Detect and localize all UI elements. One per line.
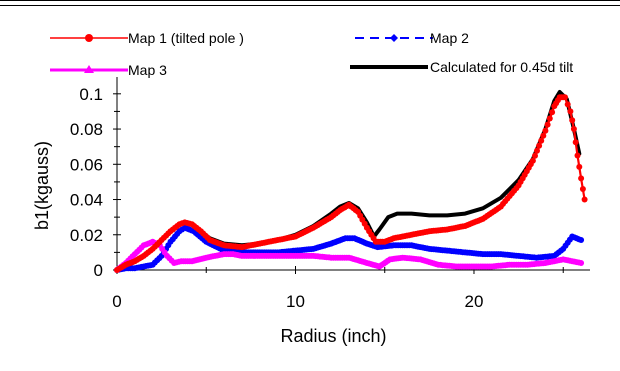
series-map-1-tilted-pole-point (532, 152, 538, 159)
series-map-1-tilted-pole-point (572, 139, 579, 146)
y-tick-label: 0.06 (70, 155, 103, 174)
y-tick-label: 0 (94, 261, 103, 280)
series-map-1-tilted-pole-point (576, 163, 583, 170)
y-tick-label: 0.02 (70, 226, 103, 245)
series-map-3-markers (114, 238, 585, 273)
legend-map-1-tilted-pole-marker (85, 34, 93, 42)
y-axis-title: b1(kgauss) (32, 141, 52, 230)
series-calculated-for-0-45d-tilt-line (115, 90, 582, 272)
series-map-3-point (578, 260, 585, 266)
legend-map-1-tilted-pole-label: Map 1 (tilted pole ) (128, 30, 244, 46)
x-tick-label: 20 (465, 292, 484, 311)
series-map-1-tilted-pole-point (578, 175, 585, 182)
series-map-1-tilted-pole-point (564, 101, 571, 108)
top-divider (0, 0, 620, 6)
series-map-1-tilted-pole-point (542, 127, 549, 134)
series-map-1-tilted-pole-point (540, 132, 547, 139)
y-tick-label: 0.1 (79, 85, 103, 104)
series-map-1-tilted-pole-point (579, 186, 586, 192)
series-map-1-tilted-pole-point (549, 109, 556, 116)
y-tick-label: 0.04 (70, 191, 103, 210)
series-map-1-tilted-pole-markers (114, 94, 588, 273)
legend-map-2-marker (390, 34, 398, 42)
series-map-1-tilted-pole-point (581, 196, 588, 203)
series-map-1-tilted-pole-point (536, 142, 543, 149)
series-map-1-tilted-pole-point (546, 115, 553, 122)
series-map-1-tilted-pole-point (562, 94, 568, 101)
series-map-1-tilted-pole-point (569, 117, 576, 124)
legend-map-2-label: Map 2 (430, 30, 469, 46)
series-map-1-tilted-pole-point (567, 108, 574, 115)
series-map-1-tilted-pole-point (544, 121, 551, 128)
series-map-1-tilted-pole-point (570, 126, 577, 132)
series-map-1-tilted-pole-point (534, 147, 540, 154)
series-map-2-point (578, 237, 585, 243)
legend-calculated-for-0-45d-tilt-label: Calculated for 0.45d tilt (430, 59, 573, 75)
series-map-1-tilted-pole-point (529, 157, 536, 164)
series-map-1-tilted-pole-point (538, 137, 545, 144)
x-tick-label: 10 (286, 292, 305, 311)
series-map-1-tilted-pole-point (574, 152, 581, 159)
y-tick-label: 0.08 (70, 120, 103, 139)
legend-map-3-label: Map 3 (128, 62, 167, 78)
x-axis-title: Radius (inch) (280, 326, 386, 346)
x-tick-label: 0 (112, 292, 121, 311)
